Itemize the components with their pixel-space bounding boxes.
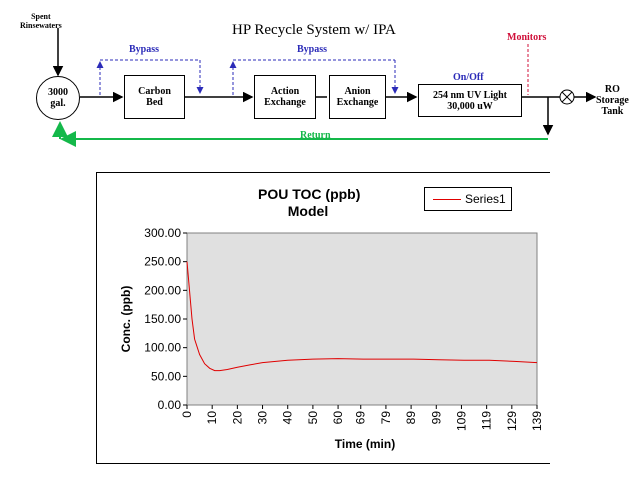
series1-line [186, 261, 538, 372]
bypass-label-1: Bypass [129, 44, 160, 55]
x-tick-label: 20 [230, 411, 244, 425]
flow-lines [52, 28, 597, 147]
source-label: Spent Rinsewaters [20, 12, 62, 30]
x-tick-label: 139 [530, 411, 544, 431]
plot-area [186, 232, 538, 406]
diagram-title: HP Recycle System w/ IPA [232, 22, 396, 38]
x-tick-label: 89 [404, 411, 418, 425]
legend-swatch [433, 199, 461, 200]
x-tick-label: 79 [379, 411, 393, 425]
anion-exchange: Anion Exchange [329, 75, 386, 119]
x-tick-label: 50 [306, 411, 320, 425]
x-tick-label: 109 [454, 411, 468, 431]
return-label: Return [300, 130, 331, 141]
monitors-label: Monitors [507, 32, 547, 43]
y-tick-label: 100.00 [144, 341, 181, 355]
y-tick-label: 250.00 [144, 255, 181, 269]
y-tick-label: 150.00 [144, 312, 181, 326]
bypass-label-2: Bypass [297, 44, 328, 55]
feed-tank: 3000 gal. [36, 76, 80, 120]
x-tick-label: 0 [180, 411, 194, 418]
ro-storage-label: RO Storage Tank [596, 84, 629, 117]
x-tick-label: 60 [331, 411, 345, 425]
action-exchange: Action Exchange [254, 75, 316, 119]
x-tick-label: 99 [429, 411, 443, 425]
y-tick-label: 0.00 [158, 398, 182, 412]
x-tick-label: 10 [205, 411, 219, 425]
onoff-label: On/Off [453, 72, 484, 83]
x-tick-label: 30 [256, 411, 270, 425]
x-tick-label: 119 [480, 411, 494, 430]
legend-label: Series1 [465, 192, 506, 206]
x-axis-label: Time (min) [335, 437, 395, 451]
chart-title: POU TOC (ppb) Model [258, 186, 361, 219]
x-tick-label: 129 [505, 411, 519, 431]
y-tick-label: 200.00 [144, 283, 181, 297]
carbon-bed: Carbon Bed [124, 75, 185, 119]
uv-light: 254 nm UV Light 30,000 uW [418, 84, 522, 117]
x-tick-label: 69 [354, 411, 368, 425]
chart-legend: Series1 [424, 187, 512, 211]
y-axis-label: Conc. (ppb) [119, 286, 133, 353]
x-tick-label: 40 [281, 411, 295, 425]
y-tick-label: 50.00 [151, 369, 181, 383]
y-tick-label: 300.00 [144, 226, 181, 240]
